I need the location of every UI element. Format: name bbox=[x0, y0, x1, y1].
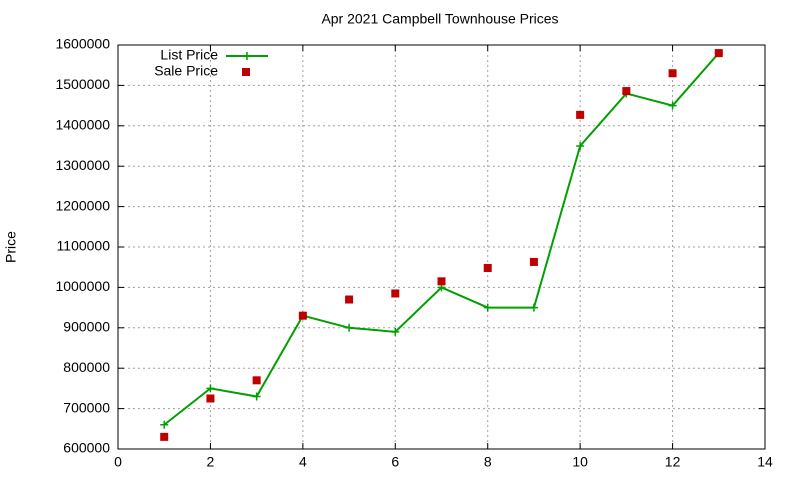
y-tick-label: 600000 bbox=[63, 440, 110, 456]
series-line bbox=[163, 52, 720, 426]
x-tick-label: 2 bbox=[207, 454, 215, 470]
y-tick-label: 1400000 bbox=[55, 117, 110, 133]
y-tick-label: 1600000 bbox=[55, 36, 110, 52]
point-marker bbox=[206, 384, 215, 393]
x-tick-label: 0 bbox=[114, 454, 122, 470]
point-marker bbox=[437, 277, 446, 286]
point-marker bbox=[345, 323, 354, 332]
legend-label: List Price bbox=[160, 47, 218, 63]
x-tick-label: 14 bbox=[757, 454, 773, 470]
x-tick-label: 12 bbox=[665, 454, 681, 470]
x-tick-label: 10 bbox=[572, 454, 588, 470]
point-marker bbox=[668, 101, 677, 110]
point-marker bbox=[622, 87, 631, 96]
x-tick-label: 8 bbox=[484, 454, 492, 470]
y-tick-label: 800000 bbox=[63, 359, 110, 375]
legend-swatch bbox=[242, 68, 250, 76]
point-marker bbox=[483, 264, 492, 273]
point-marker bbox=[529, 303, 538, 312]
x-tick-label: 4 bbox=[299, 454, 307, 470]
point-marker bbox=[391, 327, 400, 336]
point-marker bbox=[252, 392, 261, 401]
legend-swatch bbox=[243, 52, 251, 60]
point-marker bbox=[206, 394, 215, 403]
y-tick-label: 1500000 bbox=[55, 76, 110, 92]
chart-title: Apr 2021 Campbell Townhouse Prices bbox=[321, 11, 558, 27]
point-marker bbox=[160, 420, 169, 429]
plot-border bbox=[117, 44, 766, 450]
point-marker bbox=[714, 49, 723, 58]
y-tick-label: 1300000 bbox=[55, 157, 110, 173]
point-marker bbox=[298, 311, 307, 320]
point-marker bbox=[160, 432, 169, 441]
point-marker bbox=[668, 69, 677, 78]
point-marker bbox=[576, 142, 585, 150]
y-tick-label: 1100000 bbox=[57, 238, 111, 254]
y-tick-label: 900000 bbox=[63, 319, 110, 335]
point-marker bbox=[391, 289, 400, 298]
point-marker bbox=[483, 303, 492, 312]
point-marker bbox=[529, 257, 538, 266]
y-tick-label: 700000 bbox=[63, 399, 110, 415]
point-marker bbox=[345, 295, 354, 304]
point-marker bbox=[576, 110, 585, 119]
x-tick-label: 6 bbox=[391, 454, 399, 470]
point-marker bbox=[252, 376, 261, 385]
y-tick-label: 1200000 bbox=[55, 197, 110, 213]
y-axis-label: Price bbox=[3, 231, 19, 263]
y-tick-label: 1000000 bbox=[55, 278, 110, 294]
legend-label: Sale Price bbox=[154, 63, 218, 79]
